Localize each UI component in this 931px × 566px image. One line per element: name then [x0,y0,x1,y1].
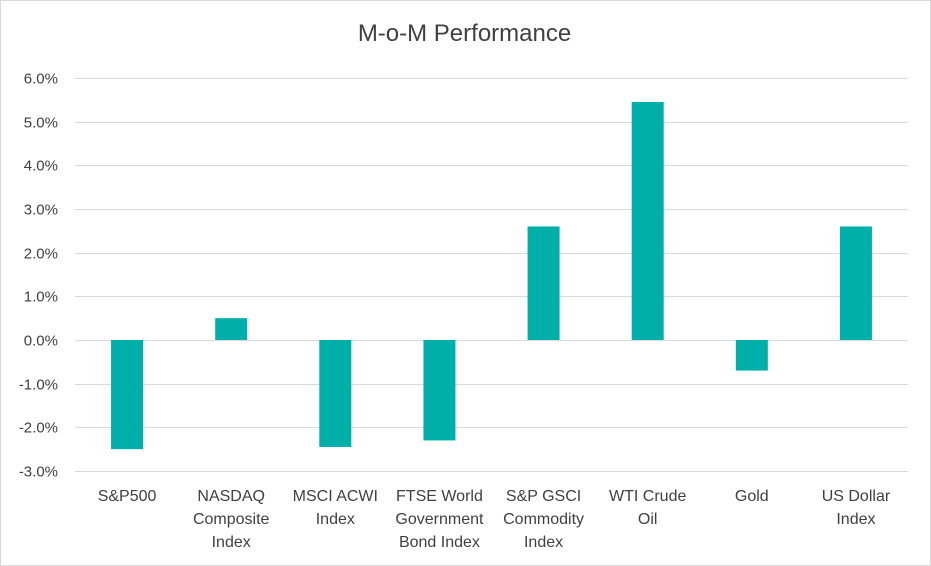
x-tick-label: Index [524,534,563,551]
y-tick-label: -1.0% [19,377,58,394]
y-tick-label: -2.0% [19,420,58,437]
bar [735,340,768,371]
x-tick-label: NASDAQ [197,488,265,505]
x-tick-label: Index [316,511,355,528]
y-tick-label: 6.0% [24,71,58,88]
y-tick-label: -3.0% [19,464,58,481]
y-tick-label: 2.0% [24,246,58,263]
bar [527,226,560,340]
y-tick-label: 4.0% [24,158,58,175]
bar [319,340,352,447]
bar [111,340,144,450]
x-tick-label: S&P500 [98,488,157,505]
y-tick-label: 1.0% [24,289,58,306]
x-tick-label: Gold [735,488,769,505]
x-tick-label: Composite [193,511,270,528]
x-tick-label: Index [836,511,875,528]
x-tick-label: MSCI ACWI [293,488,378,505]
y-tick-label: 0.0% [24,333,58,350]
x-tick-label: S&P GSCI [506,488,581,505]
bar [423,340,456,441]
chart-title: M-o-M Performance [357,20,572,47]
x-tick-label: Commodity [503,511,584,528]
x-tick-label: US Dollar [822,488,891,505]
x-tick-label: Oil [638,511,658,528]
x-tick-label: Bond Index [399,534,480,551]
bar [839,226,872,340]
y-tick-label: 5.0% [24,115,58,132]
bar [215,318,248,340]
x-tick-label: Index [212,534,251,551]
bar [631,102,664,341]
x-tick-label: WTI Crude [609,488,686,505]
y-tick-label: 3.0% [24,202,58,219]
x-tick-label: FTSE World [396,488,483,505]
x-tick-label: Government [395,511,484,528]
